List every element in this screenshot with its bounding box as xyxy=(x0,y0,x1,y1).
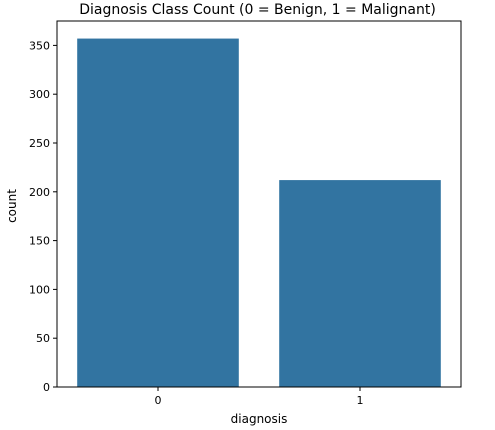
y-tick-label: 100 xyxy=(29,283,50,296)
y-axis-ticks: 0 50 100 150 200 250 300 350 xyxy=(29,39,57,394)
y-tick-label: 250 xyxy=(29,137,50,150)
bar-1 xyxy=(279,180,441,387)
bar-0 xyxy=(77,38,239,388)
x-tick-label: 0 xyxy=(155,394,162,407)
y-axis-label: count xyxy=(5,189,19,223)
y-tick-label: 300 xyxy=(29,88,50,101)
y-tick-label: 150 xyxy=(29,235,50,248)
y-tick-label: 200 xyxy=(29,186,50,199)
y-tick-label: 0 xyxy=(43,381,50,394)
x-axis-label: diagnosis xyxy=(231,412,288,426)
chart-title: Diagnosis Class Count (0 = Benign, 1 = M… xyxy=(79,2,436,18)
y-tick-label: 50 xyxy=(36,332,50,345)
x-tick-label: 1 xyxy=(357,394,364,407)
bars-layer xyxy=(77,38,441,388)
y-tick-label: 350 xyxy=(29,39,50,52)
plot-frame xyxy=(56,20,462,388)
